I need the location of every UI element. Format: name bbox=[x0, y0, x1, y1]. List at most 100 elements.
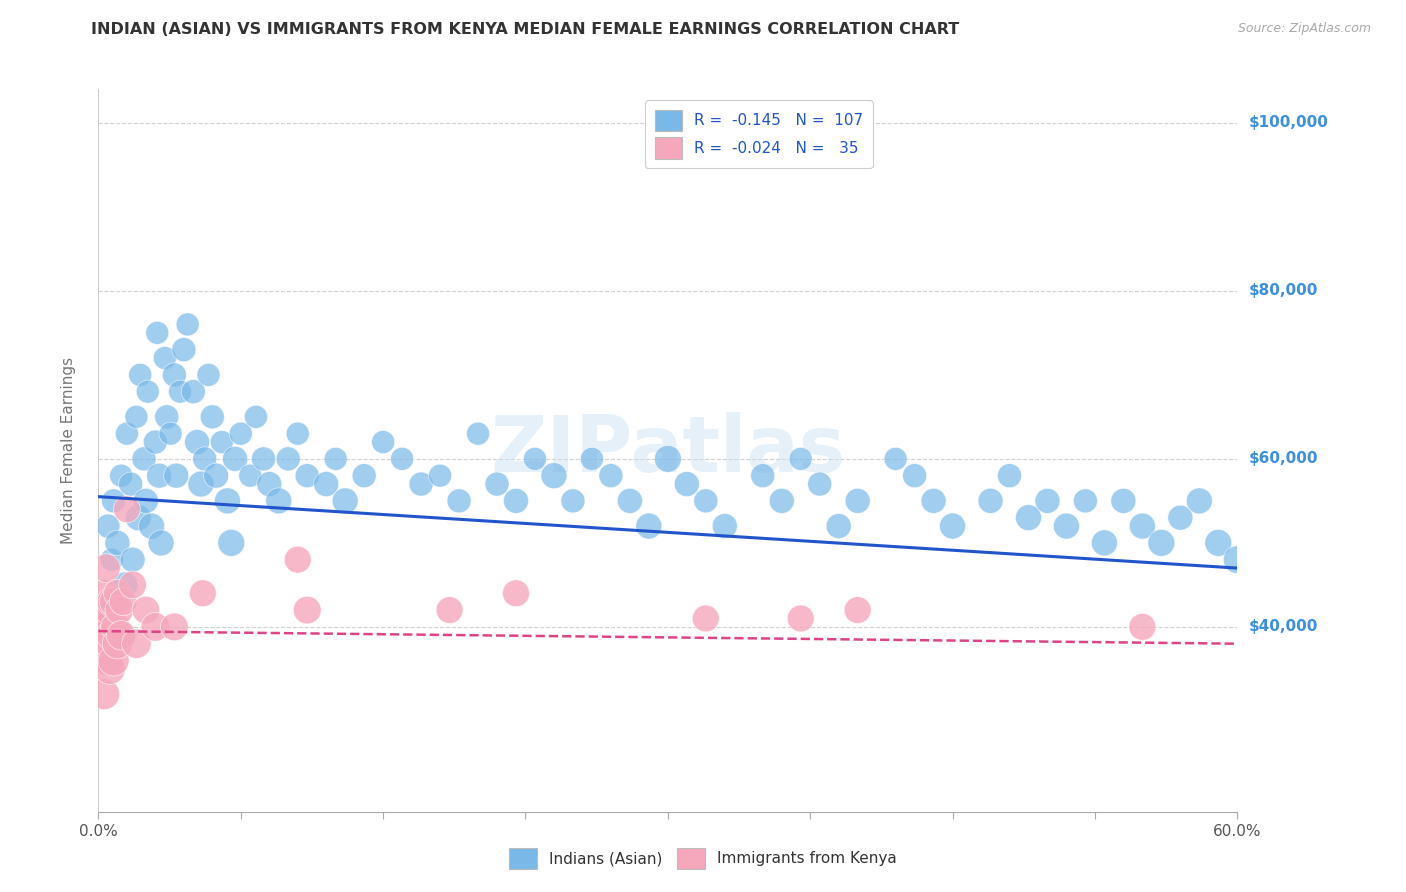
Point bbox=[103, 653, 125, 667]
Point bbox=[467, 426, 489, 441]
Point bbox=[224, 451, 246, 466]
Point bbox=[846, 494, 869, 508]
Point bbox=[1378, 552, 1400, 566]
Point bbox=[1302, 536, 1324, 550]
Point bbox=[163, 620, 186, 634]
Point bbox=[107, 586, 129, 600]
Point bbox=[156, 409, 179, 424]
Point bbox=[1074, 494, 1097, 508]
Point bbox=[229, 426, 252, 441]
Point bbox=[1132, 620, 1154, 634]
Point bbox=[371, 435, 394, 450]
Point bbox=[619, 494, 641, 508]
Point bbox=[103, 595, 125, 609]
Point bbox=[695, 611, 717, 625]
Point bbox=[141, 519, 163, 533]
Point bbox=[752, 468, 775, 483]
Point bbox=[107, 536, 129, 550]
Point bbox=[1054, 519, 1078, 533]
Point bbox=[165, 468, 187, 483]
Point bbox=[89, 603, 111, 617]
Point bbox=[1094, 536, 1116, 550]
Point bbox=[100, 628, 122, 642]
Point bbox=[205, 468, 228, 483]
Point bbox=[846, 603, 869, 617]
Point bbox=[98, 662, 121, 676]
Point bbox=[145, 435, 167, 450]
Point bbox=[259, 477, 281, 491]
Point bbox=[998, 468, 1021, 483]
Point bbox=[110, 468, 132, 483]
Point bbox=[828, 519, 851, 533]
Point bbox=[714, 519, 737, 533]
Point bbox=[904, 468, 927, 483]
Point bbox=[277, 451, 299, 466]
Point bbox=[132, 451, 155, 466]
Text: $60,000: $60,000 bbox=[1249, 451, 1317, 467]
Point bbox=[1322, 510, 1344, 524]
Point bbox=[107, 637, 129, 651]
Point bbox=[217, 494, 239, 508]
Point bbox=[297, 603, 319, 617]
Point bbox=[127, 510, 149, 524]
Point bbox=[108, 603, 131, 617]
Point bbox=[524, 451, 547, 466]
Point bbox=[135, 494, 157, 508]
Point bbox=[335, 494, 357, 508]
Point bbox=[159, 426, 181, 441]
Text: $80,000: $80,000 bbox=[1249, 284, 1317, 298]
Point bbox=[581, 451, 603, 466]
Point bbox=[267, 494, 290, 508]
Point bbox=[97, 603, 120, 617]
Text: Source: ZipAtlas.com: Source: ZipAtlas.com bbox=[1237, 22, 1371, 36]
Point bbox=[173, 343, 195, 357]
Point bbox=[104, 620, 127, 634]
Point bbox=[325, 451, 347, 466]
Point bbox=[115, 502, 138, 516]
Legend: R =  -0.145   N =  107, R =  -0.024   N =   35: R = -0.145 N = 107, R = -0.024 N = 35 bbox=[645, 101, 873, 168]
Point bbox=[695, 494, 717, 508]
Point bbox=[1170, 510, 1192, 524]
Point bbox=[543, 468, 565, 483]
Point bbox=[1208, 536, 1230, 550]
Point bbox=[600, 468, 623, 483]
Point bbox=[676, 477, 699, 491]
Point bbox=[211, 435, 233, 450]
Point bbox=[103, 494, 125, 508]
Point bbox=[315, 477, 337, 491]
Point bbox=[114, 578, 136, 592]
Point bbox=[353, 468, 375, 483]
Point bbox=[1036, 494, 1059, 508]
Point bbox=[150, 536, 173, 550]
Point bbox=[245, 409, 267, 424]
Point bbox=[153, 351, 176, 365]
Point bbox=[884, 451, 907, 466]
Point bbox=[252, 451, 274, 466]
Point bbox=[439, 603, 461, 617]
Point bbox=[790, 611, 813, 625]
Point bbox=[922, 494, 945, 508]
Point bbox=[146, 326, 169, 340]
Point bbox=[287, 426, 309, 441]
Point bbox=[121, 578, 143, 592]
Point bbox=[486, 477, 509, 491]
Point bbox=[191, 586, 214, 600]
Point bbox=[638, 519, 661, 533]
Point bbox=[562, 494, 585, 508]
Point bbox=[163, 368, 186, 382]
Point bbox=[93, 586, 115, 600]
Point bbox=[429, 468, 451, 483]
Point bbox=[183, 384, 205, 399]
Point bbox=[197, 368, 219, 382]
Point bbox=[239, 468, 262, 483]
Point bbox=[110, 628, 132, 642]
Text: $100,000: $100,000 bbox=[1249, 115, 1329, 130]
Point bbox=[1188, 494, 1211, 508]
Point bbox=[125, 409, 148, 424]
Point bbox=[411, 477, 433, 491]
Point bbox=[100, 552, 122, 566]
Point bbox=[190, 477, 212, 491]
Point bbox=[115, 426, 138, 441]
Point bbox=[145, 620, 167, 634]
Y-axis label: Median Female Earnings: Median Female Earnings bbox=[60, 357, 76, 544]
